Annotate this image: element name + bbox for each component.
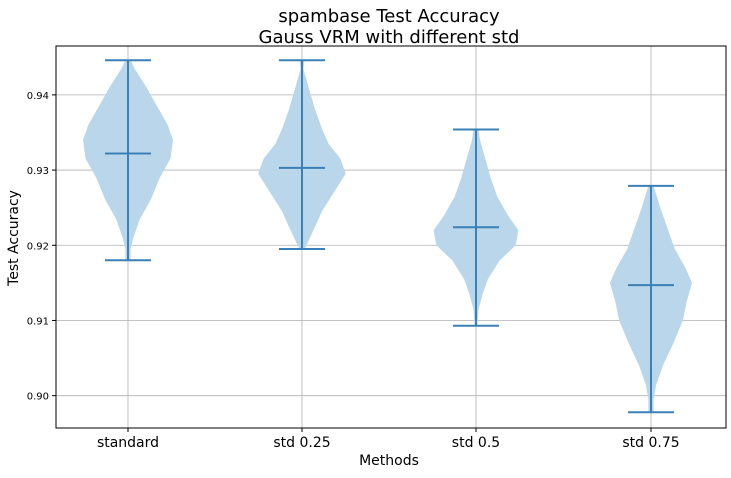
y-tick-label: 0.90: [27, 392, 49, 403]
x-tick-label: std 0.25: [273, 435, 330, 451]
plot-frame: [55, 45, 727, 429]
violin-2: [258, 59, 346, 251]
x-axis-ticks: standard std 0.25 std 0.5 std 0.75: [97, 428, 680, 451]
x-tick-label: std 0.75: [622, 435, 679, 451]
x-tick-label: standard: [97, 435, 159, 451]
y-tick-label: 0.93: [27, 166, 49, 177]
violin-3: [433, 128, 519, 327]
y-tick-label: 0.92: [27, 241, 49, 252]
x-tick-label: std 0.5: [452, 435, 500, 451]
chart-title: spambase Test Accuracy: [278, 6, 500, 27]
violin-4: [610, 184, 692, 414]
x-axis-label: Methods: [359, 453, 419, 469]
grid: [56, 46, 726, 428]
y-tick-label: 0.91: [27, 316, 49, 327]
y-tick-label: 0.94: [27, 91, 49, 102]
violins: [83, 59, 692, 414]
violin-1: [83, 59, 173, 262]
chart-subtitle: Gauss VRM with different std: [259, 27, 520, 48]
y-axis-ticks: 0.90 0.91 0.92 0.93 0.94: [27, 91, 56, 403]
y-axis-label: Test Accuracy: [6, 190, 22, 287]
